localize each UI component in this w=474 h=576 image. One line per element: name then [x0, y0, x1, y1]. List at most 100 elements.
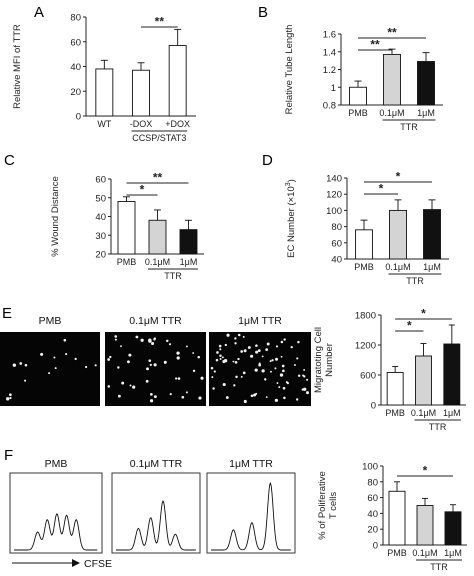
migrated-cell-dot	[54, 367, 57, 370]
significance-stars: *	[423, 464, 428, 478]
chart-d: 40 60 80 100 120 140 EC Number (×103) PMB 0.1μM 1…	[285, 170, 449, 286]
migrated-cell-dot	[63, 338, 67, 342]
migrated-cell-dot	[163, 360, 167, 364]
migrated-cell-dot	[306, 378, 309, 381]
cfse-histogram-curve	[116, 500, 196, 551]
migrated-cell-dot	[24, 363, 28, 367]
migrated-cell-dot	[211, 376, 214, 379]
micrograph-label: 0.1μM TTR	[129, 315, 182, 327]
y-axis-title-line: Number	[324, 343, 335, 377]
migrated-cell-dot	[148, 338, 152, 342]
migrated-cell-dot	[283, 396, 286, 400]
migrated-cell-dot	[153, 338, 156, 341]
migrated-cell-dot	[169, 393, 172, 396]
migrated-cell-dot	[149, 363, 152, 366]
migrated-cell-dot	[233, 384, 236, 387]
category-label: 1μM	[180, 257, 198, 267]
migrated-cell-dot	[109, 355, 112, 359]
significance-stars: *	[140, 183, 145, 197]
category-label: PMB	[387, 548, 407, 558]
category-label: 1μM	[417, 108, 435, 118]
y-axis-title: % of PoliferativeT cells	[317, 471, 339, 540]
significance-stars: *	[421, 307, 426, 321]
migrated-cell-dot	[285, 381, 288, 384]
migrated-cell-dot	[185, 391, 188, 394]
bar	[389, 209, 407, 260]
migrated-cell-dot	[293, 364, 296, 366]
migrated-cell-dot	[85, 365, 88, 369]
migrated-cell-dot	[151, 341, 155, 346]
migrated-cell-dot	[222, 382, 226, 387]
y-tick-label: 40	[331, 255, 342, 266]
bar	[443, 343, 461, 406]
y-axis-title: EC Number (×103)	[285, 179, 297, 258]
migrated-cell-dot	[255, 350, 259, 354]
y-tick-label: 60	[367, 493, 378, 504]
migrated-cell-dot	[94, 364, 97, 367]
cfse-axis-label: CFSE	[84, 558, 112, 570]
migrated-cell-dot	[65, 353, 68, 356]
migrated-cell-dot	[265, 348, 269, 352]
y-tick-label: 0	[371, 401, 376, 412]
y-tick-label: 1800	[355, 311, 376, 322]
migrated-cell-dot	[282, 386, 286, 390]
migrated-cell-dot	[274, 398, 278, 402]
migrated-cell-dot	[265, 396, 268, 399]
category-label: 0.1μM	[385, 262, 410, 272]
migrated-cell-dot	[200, 376, 204, 380]
significance-stars: **	[155, 15, 165, 29]
migrated-cell-dot	[216, 351, 219, 354]
significance-stars: *	[407, 319, 412, 333]
micrograph-label: PMB	[39, 315, 62, 327]
bar	[168, 45, 187, 117]
y-tick-label: 60	[70, 37, 81, 48]
histogram-frame	[9, 472, 103, 554]
category-label: 1μM	[443, 408, 461, 418]
category-label: +DOX	[165, 119, 190, 129]
migrated-cell-dot	[185, 345, 188, 348]
panel-letter-f: F	[4, 447, 13, 464]
migrated-cell-dot	[128, 353, 132, 357]
migrated-cell-dot	[271, 359, 274, 362]
y-tick-label: 100	[326, 206, 342, 217]
migrated-cell-dot	[218, 344, 222, 348]
migrated-cell-dot	[232, 360, 235, 363]
y-axis-title-close: )	[286, 179, 297, 182]
y-axis-title-exponent: 3	[285, 182, 292, 186]
bar	[416, 505, 434, 546]
migrated-cell-dot	[234, 342, 237, 345]
migrated-cell-dot	[282, 369, 285, 373]
migrated-cell-dot	[303, 387, 307, 391]
migrated-cell-dot	[212, 387, 215, 390]
y-tick-label: 1.4	[323, 47, 336, 58]
migrated-cell-dot	[107, 358, 111, 361]
panel-letter-a: A	[34, 4, 44, 21]
bar	[355, 229, 373, 260]
migrated-cell-dot	[279, 373, 284, 377]
migrated-cell-dot	[237, 333, 241, 337]
migrated-cell-dot	[149, 399, 154, 403]
category-label: -DOX	[130, 119, 153, 129]
y-axis-title: % Wound Distance	[50, 176, 61, 257]
migrated-cell-dot	[270, 370, 272, 373]
migrated-cell-dot	[275, 345, 279, 348]
bar	[383, 53, 401, 106]
group-label: TTR	[430, 562, 448, 572]
migrated-cell-dot	[242, 335, 245, 338]
migrated-cell-dot	[242, 371, 246, 375]
y-tick-label: 1200	[355, 341, 376, 352]
migrated-cell-dot	[107, 385, 111, 388]
migrated-cell-dot	[276, 382, 279, 385]
migrated-cell-dot	[296, 357, 299, 360]
migrated-cell-dot	[166, 339, 169, 343]
bar	[95, 68, 114, 117]
migrated-cell-dot	[74, 357, 77, 361]
migrated-cell-dot	[240, 350, 243, 353]
migrated-cell-dot	[302, 374, 305, 377]
bar	[179, 229, 198, 255]
y-tick-label: 120	[326, 190, 342, 201]
y-axis-title: Migratoting CellNumber	[313, 327, 335, 393]
migrated-cell-dot	[176, 356, 180, 360]
migrated-cell-dot	[258, 363, 262, 367]
